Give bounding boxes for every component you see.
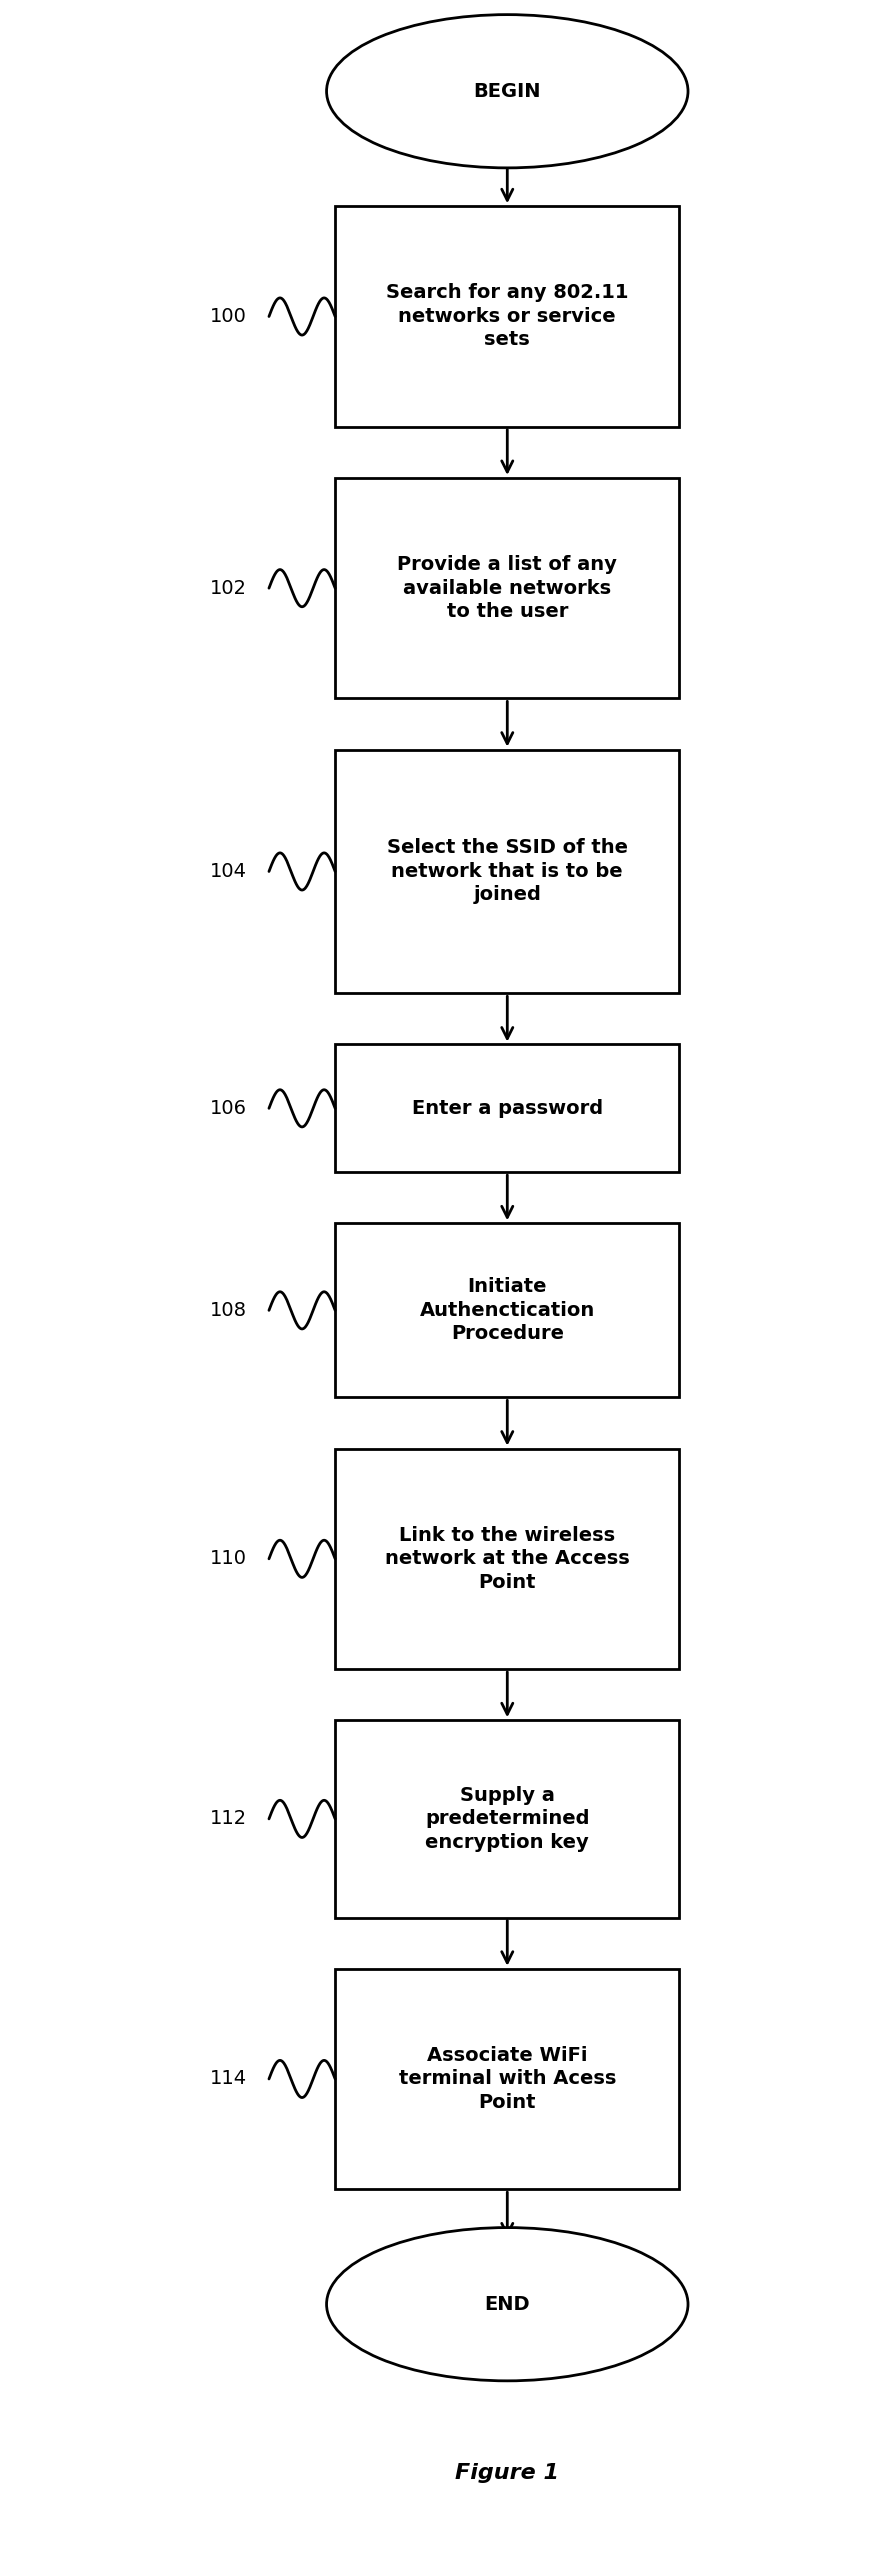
Text: Supply a
predetermined
encryption key: Supply a predetermined encryption key	[425, 1785, 590, 1852]
Text: Select the SSID of the
network that is to be
joined: Select the SSID of the network that is t…	[387, 839, 628, 906]
FancyBboxPatch shape	[335, 1719, 680, 1918]
Text: Associate WiFi
terminal with Acess
Point: Associate WiFi terminal with Acess Point	[398, 2046, 616, 2113]
Text: Enter a password: Enter a password	[412, 1100, 603, 1118]
Text: 106: 106	[210, 1100, 247, 1118]
Text: 104: 104	[210, 862, 247, 880]
Text: END: END	[485, 2295, 530, 2312]
Text: 108: 108	[210, 1302, 247, 1320]
Text: Link to the wireless
network at the Access
Point: Link to the wireless network at the Acce…	[385, 1525, 630, 1591]
Text: Provide a list of any
available networks
to the user: Provide a list of any available networks…	[397, 555, 617, 622]
Text: 114: 114	[209, 2069, 247, 2087]
FancyBboxPatch shape	[335, 478, 680, 698]
Ellipse shape	[327, 15, 688, 169]
Text: Search for any 802.11
networks or service
sets: Search for any 802.11 networks or servic…	[386, 284, 628, 350]
FancyBboxPatch shape	[335, 1448, 680, 1670]
Text: 110: 110	[210, 1550, 247, 1568]
FancyBboxPatch shape	[335, 1970, 680, 2190]
Ellipse shape	[327, 2228, 688, 2381]
Text: Figure 1: Figure 1	[455, 2463, 560, 2484]
Text: Initiate
Authenctication
Procedure: Initiate Authenctication Procedure	[420, 1276, 595, 1343]
FancyBboxPatch shape	[335, 1223, 680, 1397]
Text: 102: 102	[210, 578, 247, 599]
Text: 100: 100	[210, 307, 247, 325]
Text: BEGIN: BEGIN	[473, 82, 541, 100]
FancyBboxPatch shape	[335, 749, 680, 993]
FancyBboxPatch shape	[335, 207, 680, 427]
FancyBboxPatch shape	[335, 1044, 680, 1172]
Text: 112: 112	[209, 1809, 247, 1829]
